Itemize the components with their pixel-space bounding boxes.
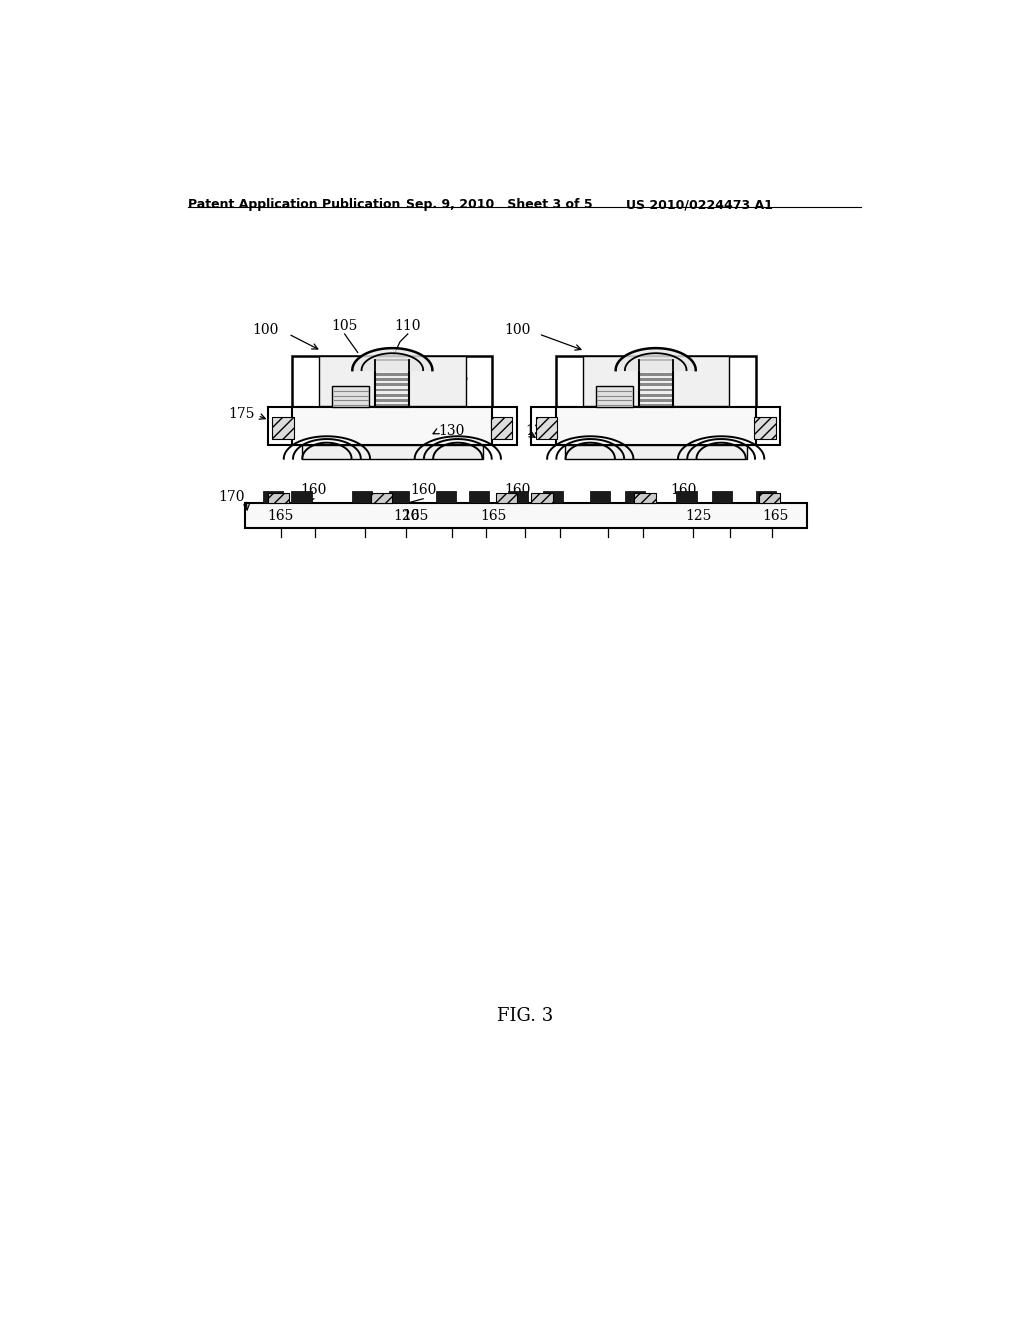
Text: FIG. 3: FIG. 3 (497, 1007, 553, 1024)
Bar (639, 383, 673, 387)
Bar (756, 491, 776, 503)
Bar (376, 404, 410, 407)
Text: 170: 170 (218, 490, 245, 504)
Text: 165: 165 (267, 508, 294, 523)
Text: 105: 105 (332, 319, 357, 333)
Polygon shape (639, 360, 673, 370)
Bar (376, 363, 410, 366)
Text: 100: 100 (505, 323, 531, 337)
Bar (759, 494, 780, 503)
Bar (267, 494, 289, 503)
Bar (536, 417, 557, 438)
Text: 100: 100 (252, 323, 279, 337)
Text: 125: 125 (685, 508, 712, 523)
Bar (639, 388, 673, 392)
Bar (625, 491, 645, 503)
Text: 160: 160 (671, 483, 696, 498)
Bar (531, 407, 575, 445)
Bar (376, 368, 410, 371)
Bar (376, 393, 410, 397)
Text: 140: 140 (332, 364, 358, 378)
Bar (639, 368, 673, 371)
Bar (634, 494, 655, 503)
Bar (639, 360, 673, 407)
Bar (272, 417, 294, 438)
Bar (543, 491, 562, 503)
Text: 165: 165 (402, 508, 429, 523)
Bar (263, 491, 283, 503)
Text: 130: 130 (525, 424, 552, 438)
Text: 160: 160 (301, 483, 327, 498)
Bar (583, 356, 729, 405)
Bar (376, 374, 410, 376)
Bar (319, 356, 466, 405)
Bar (639, 399, 673, 401)
Bar (490, 417, 512, 438)
Text: 160: 160 (504, 483, 530, 498)
Text: 165: 165 (481, 508, 507, 523)
Bar (333, 385, 370, 407)
Polygon shape (615, 348, 695, 370)
Bar (376, 360, 410, 407)
Bar (590, 491, 610, 503)
Bar (351, 491, 372, 503)
Bar (376, 399, 410, 401)
Bar (301, 445, 483, 459)
Text: 175: 175 (228, 407, 255, 421)
Text: 110: 110 (394, 319, 421, 333)
Text: US 2010/0224473 A1: US 2010/0224473 A1 (626, 198, 772, 211)
Bar (371, 494, 392, 503)
Bar (245, 503, 807, 528)
Bar (736, 407, 780, 445)
Bar (469, 491, 488, 503)
Bar (596, 385, 633, 407)
Text: 160: 160 (410, 483, 436, 498)
Text: Sep. 9, 2010   Sheet 3 of 5: Sep. 9, 2010 Sheet 3 of 5 (407, 198, 593, 211)
Bar (496, 494, 517, 503)
Bar (556, 356, 756, 407)
Text: 130: 130 (438, 424, 465, 438)
Text: 175: 175 (442, 371, 469, 385)
Bar (508, 491, 528, 503)
Bar (639, 404, 673, 407)
Polygon shape (376, 360, 410, 370)
Bar (677, 491, 696, 503)
Bar (376, 378, 410, 381)
Bar (639, 374, 673, 376)
Bar (388, 491, 409, 503)
Bar (639, 363, 673, 366)
Bar (755, 417, 776, 438)
Text: 120: 120 (393, 508, 420, 523)
Bar (556, 407, 756, 445)
Bar (292, 491, 311, 503)
Bar (472, 407, 517, 445)
Bar (376, 383, 410, 387)
Bar (436, 491, 457, 503)
Polygon shape (352, 348, 432, 370)
Bar (376, 388, 410, 392)
Bar (292, 356, 493, 407)
Bar (267, 407, 312, 445)
Bar (639, 378, 673, 381)
Text: 165: 165 (763, 508, 790, 523)
Bar (639, 393, 673, 397)
Bar (565, 445, 746, 459)
Bar (712, 491, 732, 503)
Bar (292, 407, 493, 445)
Text: Patent Application Publication: Patent Application Publication (188, 198, 400, 211)
Bar (531, 494, 553, 503)
